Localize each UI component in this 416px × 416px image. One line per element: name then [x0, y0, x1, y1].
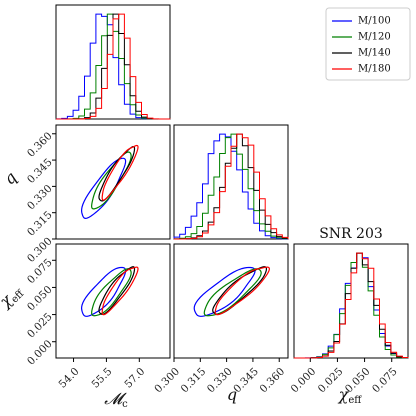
x-tick-label: 54.0 [57, 366, 82, 391]
legend-label: M/140 [358, 48, 391, 59]
panel-frame [55, 243, 171, 359]
panel-frame [173, 124, 289, 240]
contour-M-100 [80, 266, 127, 317]
x-axis-label-q: q [227, 385, 237, 404]
panel-1-1 [173, 124, 289, 240]
contour-M-180 [101, 266, 139, 316]
legend-label: M/120 [358, 32, 391, 43]
x-tick-label: 0.075 [370, 366, 400, 396]
y-tick-label: 0.050 [25, 284, 55, 314]
y-tick-label: 0.315 [25, 209, 55, 239]
contour-M-180 [101, 144, 139, 201]
contour-M-180 [214, 266, 270, 316]
x-tick-label: 0.300 [152, 366, 182, 396]
contour-M-140 [98, 146, 136, 202]
x-tick-label: 55.5 [89, 366, 114, 391]
chart-title: SNR 203 [319, 226, 383, 242]
x-tick-label: 0.315 [179, 366, 209, 396]
hist-M-180 [294, 252, 409, 359]
y-tick-label: 0.000 [25, 338, 55, 368]
contour-M-100 [193, 266, 256, 317]
y-tick-label: 0.330 [25, 183, 55, 213]
contour-M-120 [203, 268, 262, 317]
contour-M-120 [91, 268, 132, 317]
y-tick-label: 0.360 [25, 130, 55, 160]
x-tick-label: 0.360 [258, 366, 288, 396]
panel-frame [293, 243, 409, 359]
x-tick-label: 0.000 [289, 366, 319, 396]
hist-M-180 [173, 133, 289, 240]
panel-frame [55, 4, 171, 120]
y-tick-label: 0.345 [25, 156, 55, 186]
legend: M/100 M/120 M/140 M/180 [325, 7, 411, 81]
x-axis-label-chi: χeff [338, 385, 363, 406]
hist-M-180 [56, 13, 171, 120]
legend-label: M/180 [358, 64, 391, 75]
y-axis-label-q: q [0, 168, 20, 189]
x-tick-label: 57.0 [122, 366, 147, 391]
legend-frame [325, 7, 411, 81]
x-axis-label-Mc: 𝓜c [104, 389, 128, 410]
y-axis-label-chi: χeff [0, 281, 27, 313]
contour-M-140 [212, 266, 268, 315]
y-tick-label: 0.300 [25, 235, 55, 265]
y-tick-label: 0.025 [25, 311, 55, 341]
legend-label: M/100 [358, 16, 391, 27]
panel-frame [55, 124, 171, 240]
panel-frame [173, 243, 289, 359]
panel-0-0 [55, 4, 171, 120]
